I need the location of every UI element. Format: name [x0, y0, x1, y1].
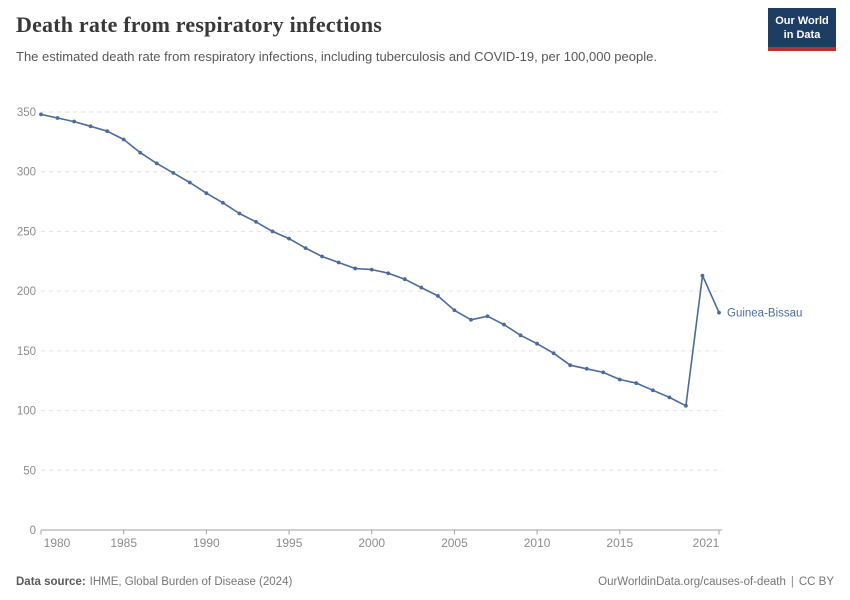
x-tick-label: 2010: [524, 536, 551, 550]
data-point[interactable]: [336, 260, 341, 265]
data-point[interactable]: [617, 377, 622, 382]
data-point[interactable]: [72, 119, 76, 124]
x-tick-label: 2021: [693, 536, 720, 550]
data-point[interactable]: [386, 271, 391, 276]
data-point[interactable]: [684, 403, 688, 408]
license-link[interactable]: CC BY: [798, 576, 834, 588]
data-point[interactable]: [452, 308, 457, 313]
owid-logo-line2: in Data: [783, 29, 821, 42]
data-point[interactable]: [237, 211, 242, 216]
data-point[interactable]: [667, 395, 672, 400]
data-source-name: IHME, Global Burden of Disease (2024): [89, 576, 293, 588]
x-tick-label: 2000: [358, 536, 385, 550]
data-point[interactable]: [435, 294, 440, 298]
data-point[interactable]: [584, 366, 589, 371]
attribution-line: OurWorldinData.org/causes-of-death | CC BY: [598, 576, 834, 588]
y-tick-label: 50: [23, 465, 36, 477]
owid-logo-line1: Our World: [775, 15, 829, 27]
data-point[interactable]: [601, 370, 606, 375]
attribution-separator: |: [790, 576, 794, 588]
y-tick-label: 300: [17, 167, 36, 179]
data-point[interactable]: [502, 322, 506, 327]
chart-header: Death rate from respiratory infections T…: [16, 12, 740, 67]
data-point[interactable]: [187, 180, 192, 185]
data-point[interactable]: [535, 341, 539, 346]
data-point[interactable]: [700, 273, 705, 278]
data-point[interactable]: [204, 191, 209, 196]
y-tick-label: 0: [30, 525, 36, 537]
x-tick-label: 1995: [276, 536, 303, 550]
data-point[interactable]: [717, 310, 721, 315]
series-end-label[interactable]: Guinea-Bissau: [727, 308, 802, 320]
attribution-link[interactable]: OurWorldinData.org/causes-of-death: [598, 576, 786, 588]
data-point[interactable]: [171, 171, 176, 175]
x-tick-label: 1980: [44, 536, 71, 550]
data-point[interactable]: [105, 129, 110, 134]
y-tick-label: 250: [17, 226, 36, 238]
data-point[interactable]: [270, 229, 275, 234]
y-tick-label: 150: [17, 346, 36, 358]
data-point[interactable]: [485, 314, 490, 319]
x-tick-label: 2005: [441, 536, 468, 550]
x-tick-label: 2015: [606, 536, 633, 550]
data-point[interactable]: [634, 381, 639, 386]
data-point[interactable]: [518, 333, 523, 338]
data-point[interactable]: [303, 246, 308, 251]
chart-subtitle: The estimated death rate from respirator…: [16, 49, 657, 64]
data-point[interactable]: [402, 277, 407, 282]
data-point[interactable]: [154, 161, 159, 166]
y-tick-label: 350: [17, 107, 36, 119]
data-point[interactable]: [88, 124, 93, 129]
data-point[interactable]: [221, 200, 225, 205]
data-point[interactable]: [287, 236, 291, 241]
data-point[interactable]: [254, 219, 258, 224]
data-point[interactable]: [121, 137, 126, 142]
data-source-line: Data source: IHME, Global Burden of Disea…: [16, 576, 292, 588]
data-point[interactable]: [650, 388, 655, 393]
page-title: Death rate from respiratory infections: [16, 12, 383, 37]
y-tick-label: 100: [17, 406, 36, 418]
chart-footer: Data source: IHME, Global Burden of Disea…: [16, 576, 834, 588]
data-point[interactable]: [551, 351, 556, 356]
x-tick-label: 1985: [110, 536, 137, 550]
data-point[interactable]: [320, 254, 325, 259]
series-line[interactable]: [40, 113, 720, 407]
y-tick-label: 200: [17, 286, 36, 298]
data-point[interactable]: [353, 266, 358, 271]
data-point[interactable]: [568, 363, 573, 368]
data-point[interactable]: [55, 116, 60, 120]
data-point[interactable]: [39, 112, 43, 117]
owid-logo[interactable]: Our World in Data: [768, 8, 836, 51]
line-chart[interactable]: 0 50 100 150 200 250 300 350 1980 1985 1990 1995 200…: [0, 95, 850, 555]
data-point[interactable]: [138, 150, 143, 155]
data-source-label: Data source:: [16, 576, 86, 588]
data-point[interactable]: [369, 267, 374, 272]
data-point[interactable]: [469, 317, 473, 322]
data-point[interactable]: [419, 285, 424, 290]
chart-area: 0 50 100 150 200 250 300 350 1980 1985 1990 1995 200…: [0, 95, 850, 555]
x-tick-label: 1990: [193, 536, 220, 550]
